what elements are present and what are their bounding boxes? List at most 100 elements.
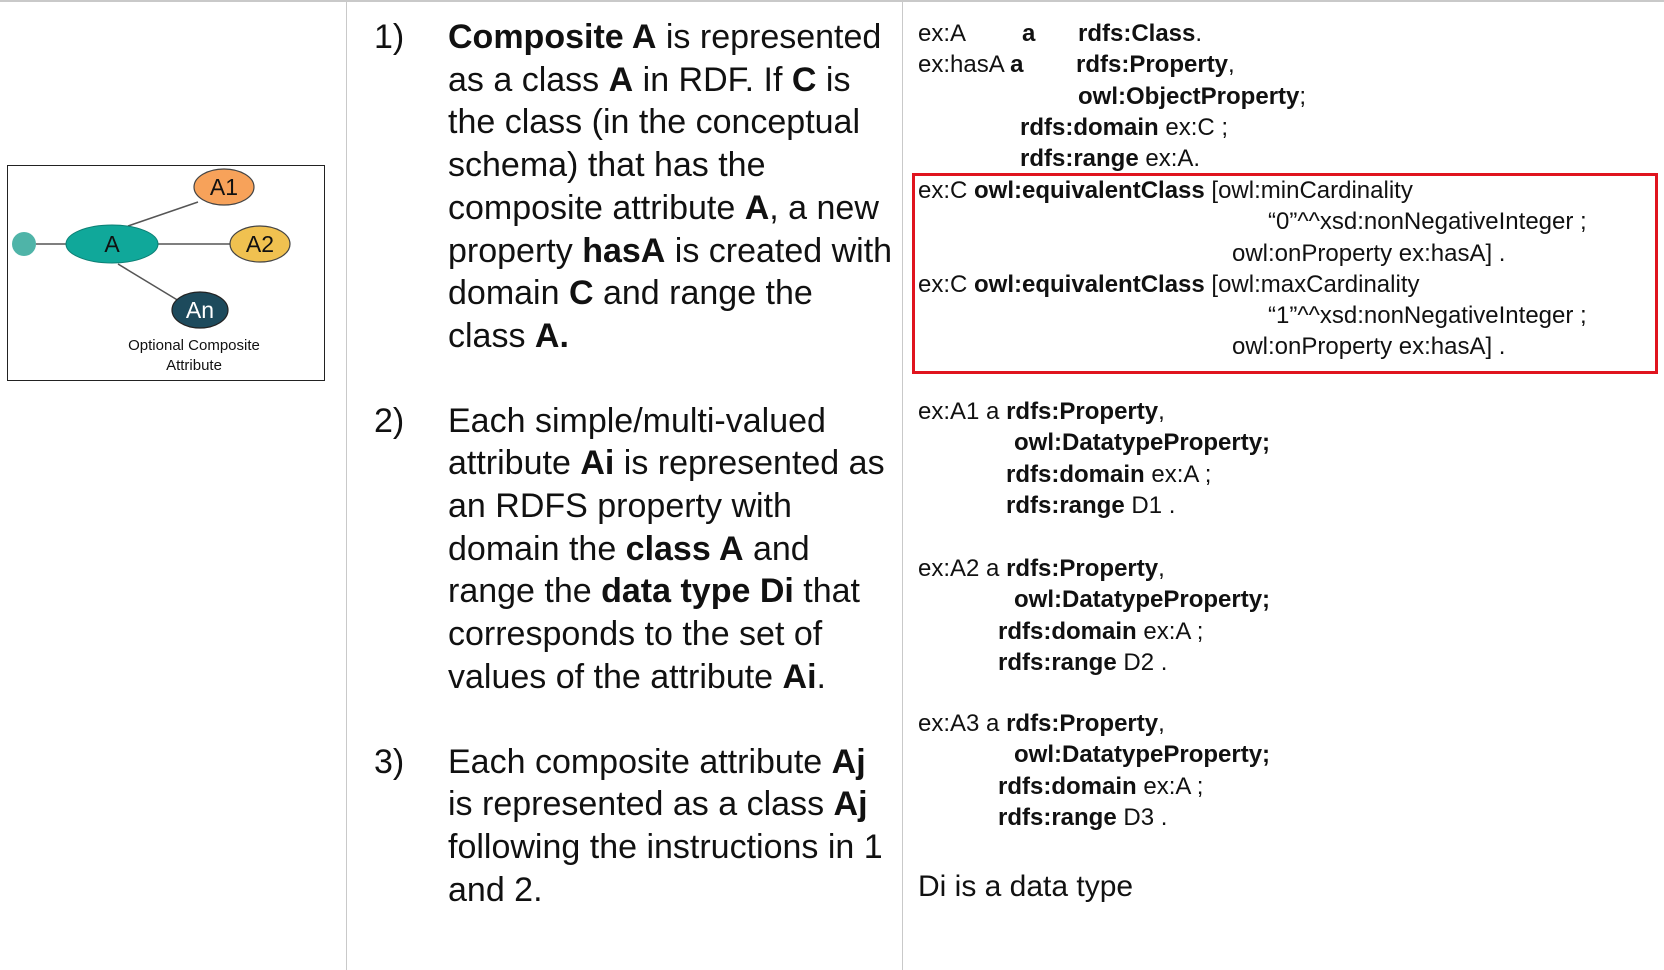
code-line: rdfs:range D1 . — [918, 490, 1270, 521]
step-text-part: A — [744, 188, 770, 227]
code-line: “1”^^xsd:nonNegativeInteger ; — [918, 300, 1587, 331]
datatype-note: Di is a data type — [918, 870, 1134, 903]
step-text-part: that corresponds to the set of values of… — [448, 572, 861, 696]
step-text-part: Aj — [833, 785, 868, 824]
step-text-part: C — [568, 274, 594, 313]
code-part: ex:A ; — [1136, 772, 1204, 800]
diagram-svg: A A1 A2 An Optional Composite Attribute — [12, 168, 291, 374]
code-part: owl:onProperty ex:hasA] . — [1232, 239, 1506, 267]
node-a1-label: A1 — [210, 174, 238, 200]
code-block-cardinality: ex:C owl:equivalentClass [owl:minCardina… — [918, 175, 1587, 363]
code-part: a — [1010, 51, 1024, 79]
node-a1 — [193, 168, 255, 206]
code-line: owl:onProperty ex:hasA] . — [918, 331, 1587, 362]
code-part: rdfs:range — [998, 648, 1117, 676]
entity-dot — [12, 232, 36, 256]
code-line: rdfs:domain ex:A ; — [918, 771, 1270, 802]
connector-a-a1 — [127, 201, 199, 227]
step-text-part: is represented as a class — [448, 18, 882, 99]
steps-list: 1) Composite A is represented as a class … — [374, 16, 894, 911]
code-part: D2 . — [1116, 648, 1168, 676]
code-line-segment: a — [1022, 18, 1035, 49]
step-text-part: is created with domain — [448, 231, 893, 313]
code-line: owl:ObjectProperty; — [918, 81, 1306, 112]
code-part: owl:DatatypeProperty; — [1014, 741, 1271, 769]
cardinality-highlight-box — [912, 173, 1658, 374]
step-text-part: in RDF. If — [633, 60, 792, 99]
code-line: rdfs:domain ex:A ; — [918, 616, 1270, 647]
code-part: ex:A ; — [1144, 460, 1212, 488]
code-part: owl:onProperty ex:hasA] . — [1232, 333, 1506, 361]
code-part: ex:A2 a — [918, 555, 1007, 582]
code-line: ex:hasA a — [918, 49, 1306, 80]
step-item: 3) Each composite attribute Aj is represe… — [374, 741, 894, 912]
step-text-part: and range the class — [448, 274, 813, 355]
step-number: 3) — [374, 742, 405, 781]
code-part: , — [1228, 51, 1235, 79]
step-number: 2) — [374, 401, 405, 440]
code-line-segment: rdfs:Property, — [1076, 49, 1235, 80]
code-part: rdfs:domain — [998, 617, 1137, 645]
code-part: rdfs:Property — [1006, 398, 1159, 425]
composite-attribute-diagram: A A1 A2 An Optional Composite Attribute — [7, 165, 325, 381]
code-line: owl:DatatypeProperty; — [918, 739, 1270, 770]
diagram-caption-line2: Attribute — [166, 357, 222, 374]
code-part: ex:C — [918, 270, 975, 298]
step-text-part: data type Di — [601, 572, 794, 611]
step-text-part: A — [608, 60, 634, 99]
code-part: rdfs:Property — [1006, 710, 1159, 737]
code-part: rdfs:Property — [1076, 51, 1229, 79]
node-a2-label: A2 — [246, 231, 274, 257]
step-text-part: Ai — [782, 657, 817, 696]
code-line: ex:A1 a rdfs:Property, — [918, 396, 1270, 427]
code-line: rdfs:domain ex:A ; — [918, 459, 1270, 490]
step-text-part: C — [791, 60, 817, 99]
column-divider-left — [346, 0, 347, 970]
code-part: owl:equivalentClass — [974, 270, 1205, 298]
code-part: owl:equivalentClass — [974, 177, 1205, 204]
code-line: owl:DatatypeProperty; — [918, 584, 1270, 615]
step-text: Composite A is represented as a class A … — [448, 16, 894, 358]
step-text-part: . — [816, 657, 826, 696]
step-text-part: Composite A — [448, 18, 657, 56]
code-line: ex:A2 a rdfs:Property, — [918, 553, 1270, 584]
code-part: “0”^^xsd:nonNegativeInteger ; — [1268, 208, 1587, 236]
step-text-part: Each composite attribute — [448, 742, 832, 781]
code-part: rdfs:domain — [1020, 113, 1159, 141]
connector-a-an — [117, 263, 185, 305]
code-part: ex:C ; — [1158, 113, 1229, 141]
step-text-part: Aj — [831, 742, 866, 781]
code-part: owl:DatatypeProperty; — [1014, 586, 1271, 614]
step-text-part: Each simple/multi-valued attribute — [448, 401, 826, 483]
code-line: rdfs:range D3 . — [918, 802, 1270, 833]
diagram-column: A A1 A2 An Optional Composite Attribute — [0, 0, 346, 970]
code-part: [owl:minCardinality — [1204, 177, 1413, 204]
code-line: “0”^^xsd:nonNegativeInteger ; — [918, 206, 1587, 237]
step-text-part: is represented as an RDFS property with … — [448, 444, 885, 568]
code-part: , — [1158, 710, 1165, 737]
code-line: rdfs:range ex:A. — [918, 143, 1306, 174]
code-part: a — [1022, 20, 1036, 47]
step-number: 1) — [374, 18, 405, 56]
step-text: Each simple/multi-valued attribute Ai is… — [448, 400, 894, 699]
code-part: rdfs:domain — [1006, 460, 1145, 488]
top-border — [0, 0, 1664, 2]
step-text: Each composite attribute Aj is represent… — [448, 741, 894, 912]
code-part: ex:A — [918, 20, 967, 47]
code-block-a2: ex:A2 a rdfs:Property, owl:DatatypeProper… — [918, 553, 1270, 678]
code-line: ex:A — [918, 18, 1306, 49]
step-text-part: is represented as a class — [448, 785, 834, 824]
step-text-part: class A — [625, 529, 744, 568]
code-part: “1”^^xsd:nonNegativeInteger ; — [1268, 302, 1587, 330]
step-text-part: hasA — [582, 231, 666, 270]
node-a-label: A — [104, 231, 120, 257]
code-part: rdfs:Class — [1078, 20, 1196, 47]
code-part: ; — [1299, 82, 1307, 110]
step-text-part: following the instructions in 1 and 2. — [448, 827, 883, 909]
step-text-part: A. — [534, 316, 569, 355]
code-part: ex:C — [918, 177, 975, 204]
code-part: rdfs:range — [1020, 145, 1139, 173]
code-line: rdfs:range D2 . — [918, 647, 1270, 678]
code-part: ex:A. — [1138, 145, 1201, 173]
